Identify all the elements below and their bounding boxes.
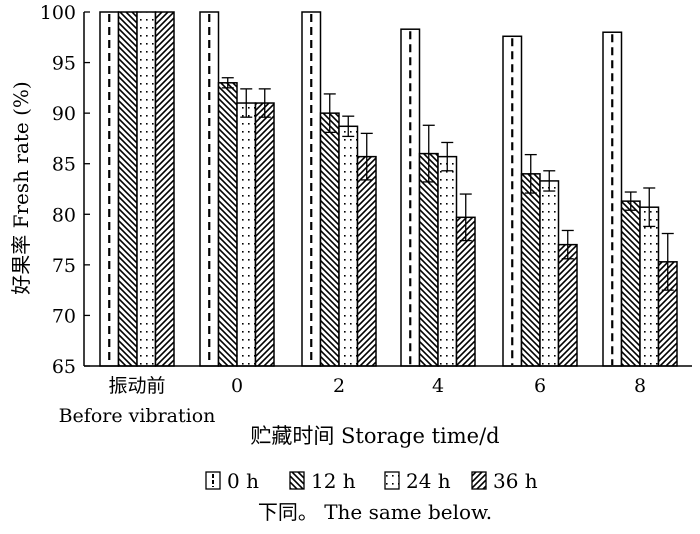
error-bar: [342, 115, 355, 138]
legend-label: 12 h: [311, 469, 356, 493]
legend-swatch: [384, 471, 400, 490]
bar-12h-1: [217, 82, 238, 367]
legend-swatch: [289, 471, 305, 490]
y-tick-label: 85: [52, 154, 76, 176]
bar-36h-2: [356, 155, 377, 367]
error-bar: [422, 124, 435, 183]
bar-24h-2: [338, 125, 359, 367]
legend-label: 24 h: [406, 469, 451, 493]
x-axis-label: 贮藏时间 Storage time/d: [250, 424, 499, 448]
legend-item: 24 h: [384, 469, 451, 493]
bar-0h-5: [602, 31, 623, 367]
error-bar: [524, 153, 537, 194]
x-tick-label: 2: [333, 375, 345, 397]
error-bar: [561, 229, 574, 260]
bar-12h-5: [620, 200, 641, 367]
error-bar: [258, 88, 271, 118]
x-tick-label: 4: [432, 375, 444, 397]
y-tick-label: 65: [52, 356, 76, 378]
y-tick-label: 95: [52, 53, 76, 75]
y-tick-label: 70: [52, 305, 76, 327]
bar-24h-0: [136, 11, 157, 367]
bar-0h-3: [400, 28, 421, 367]
bar-36h-4: [557, 243, 578, 367]
bar-24h-5: [639, 206, 660, 367]
bar-12h-4: [520, 173, 541, 367]
legend-label: 36 h: [493, 469, 538, 493]
error-bar: [240, 88, 253, 118]
y-tick-label: 75: [52, 255, 76, 277]
plot-area: 65 70 75 80 85 90 95 100 振动前 Before vibration 0 2 4 6…: [40, 2, 692, 427]
legend: 0 h 12 h 24 h 36 h: [205, 469, 538, 493]
legend-item: 0 h: [205, 469, 259, 493]
error-bar: [624, 191, 637, 211]
y-tick-label: 80: [52, 204, 76, 226]
legend-item: 12 h: [289, 469, 356, 493]
y-tick-label: 100: [40, 2, 76, 24]
bar-12h-3: [418, 152, 439, 367]
x-tick-label: 0: [231, 375, 243, 397]
x-tick-label: 8: [634, 375, 646, 397]
bar-12h-0: [117, 11, 138, 367]
x-tick-sublabel: Before vibration: [59, 405, 216, 427]
error-bar: [643, 187, 656, 228]
error-bar: [459, 193, 472, 242]
error-bar: [323, 93, 336, 134]
y-axis-label: 好果率 Fresh rate (%): [9, 81, 33, 294]
bar-12h-2: [319, 112, 340, 367]
error-bar: [661, 232, 674, 291]
legend-label: 0 h: [227, 469, 259, 493]
y-tick-label: 90: [52, 103, 76, 125]
error-bar: [543, 170, 556, 192]
bar-36h-1: [254, 102, 275, 367]
x-tick-label: 6: [534, 375, 546, 397]
legend-item: 36 h: [471, 469, 538, 493]
error-bar: [441, 141, 454, 172]
bar-24h-3: [437, 155, 458, 367]
bar-36h-0: [154, 11, 175, 367]
bar-24h-1: [236, 102, 257, 367]
legend-swatch: [471, 471, 487, 490]
error-bar: [221, 77, 234, 89]
bar-24h-4: [539, 180, 560, 367]
x-tick-label: 振动前: [108, 375, 165, 397]
chart-note: 下同。 The same below.: [258, 500, 492, 524]
error-bar: [360, 132, 373, 181]
